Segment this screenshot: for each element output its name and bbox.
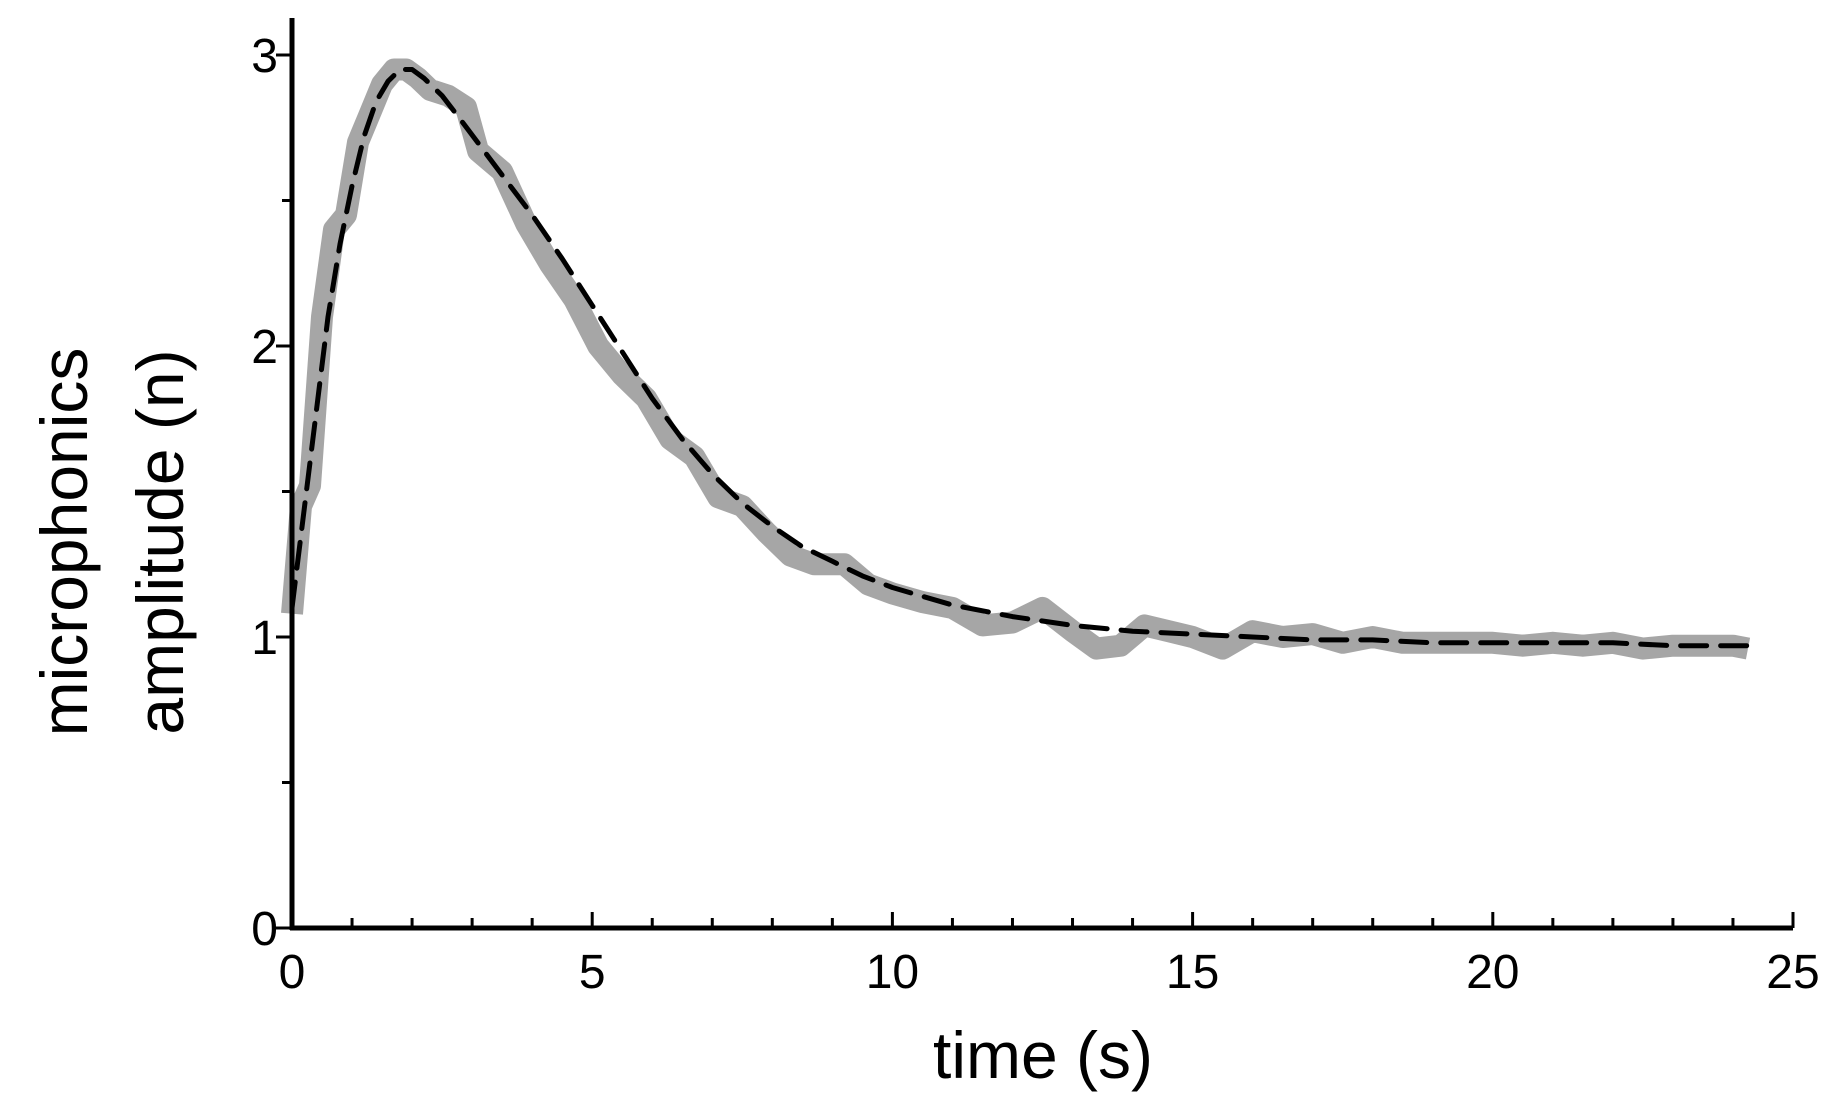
y-tick-label: 0 xyxy=(251,903,278,956)
x-tick-label: 0 xyxy=(279,946,306,999)
y-axis-title: microphonics amplitude (n) xyxy=(27,348,197,737)
y-tick-label: 1 xyxy=(251,612,278,665)
series-measured-line xyxy=(281,58,1751,660)
y-tick-label: 3 xyxy=(251,30,278,83)
y-tick-label: 2 xyxy=(251,321,278,374)
x-tick-label: 25 xyxy=(1766,946,1819,999)
series-fit-line xyxy=(289,67,1751,649)
x-tick-label: 15 xyxy=(1166,946,1219,999)
series-layer xyxy=(281,58,1751,660)
y-axis-title-line2: amplitude (n) xyxy=(123,349,197,734)
axes-layer xyxy=(289,18,1793,931)
x-tick-label: 5 xyxy=(579,946,606,999)
ticks-layer: 0 5 10 15 20 25 0 1 2 3 xyxy=(251,30,1819,999)
x-axis-title: time (s) xyxy=(933,1018,1153,1092)
y-axis-title-line1: microphonics xyxy=(27,348,101,737)
x-tick-label: 10 xyxy=(866,946,919,999)
x-tick-label: 20 xyxy=(1466,946,1519,999)
